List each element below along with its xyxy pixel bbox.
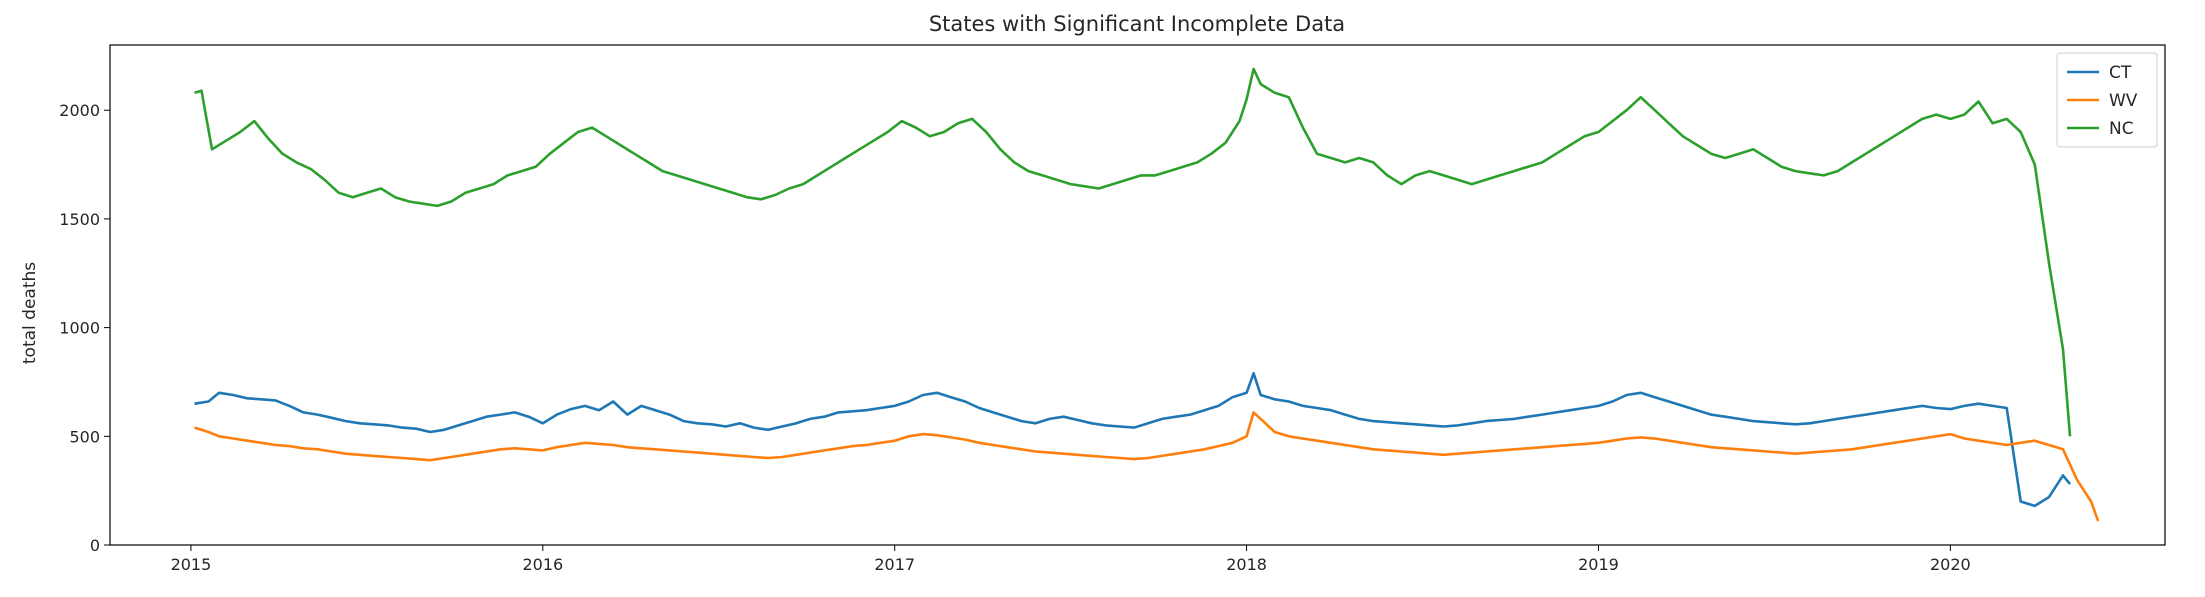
legend-box bbox=[2056, 52, 2158, 148]
y-tick-label: 1500 bbox=[59, 210, 100, 229]
legend-label-nc: NC bbox=[2109, 119, 2134, 139]
y-tick-label: 1000 bbox=[59, 319, 100, 338]
legend-label-wv: WV bbox=[2109, 91, 2138, 111]
plot-frame bbox=[109, 44, 2166, 546]
x-tick-label: 2017 bbox=[874, 555, 915, 574]
x-tick-label: 2019 bbox=[1578, 555, 1619, 574]
y-tick-label: 0 bbox=[90, 536, 100, 555]
series-line-nc bbox=[194, 67, 2072, 437]
x-tick-label: 2018 bbox=[1226, 555, 1267, 574]
x-tick-label: 2020 bbox=[1930, 555, 1971, 574]
plot-area: 0 500 1000 1500 2000 2015 2016 2017 2018 2019 2020 bbox=[59, 67, 2100, 574]
series-line-ct bbox=[194, 372, 2072, 508]
x-tick-label: 2016 bbox=[522, 555, 563, 574]
legend-label-ct: CT bbox=[2109, 63, 2132, 83]
x-tick-label: 2015 bbox=[171, 555, 212, 574]
series-line-wv bbox=[194, 411, 2100, 522]
chart-title: States with Significant Incomplete Data bbox=[929, 12, 1345, 36]
legend: CT WV NC bbox=[2056, 52, 2158, 148]
y-tick-label: 2000 bbox=[59, 101, 100, 120]
y-tick-label: 500 bbox=[69, 427, 100, 446]
y-axis-label: total deaths bbox=[20, 262, 40, 364]
